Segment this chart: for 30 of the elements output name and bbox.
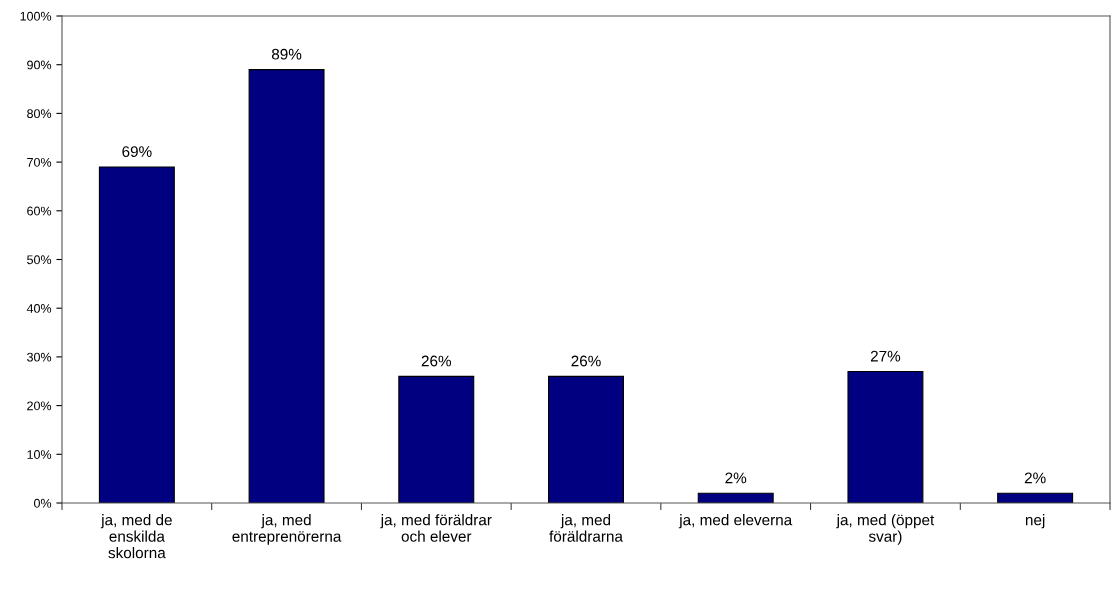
y-tick-label: 10% [27,450,52,459]
y-tick-label: 90% [27,60,52,70]
bar [398,375,475,503]
data-label: 26% [571,355,601,367]
data-label: 2% [725,472,747,484]
y-tick-label: 0% [34,498,52,508]
data-label: 89% [271,48,302,60]
data-label: 27% [870,350,901,362]
x-tick-label: ja, med föräldrar och elever [380,514,492,542]
y-tick-label: 40% [26,304,52,313]
data-label: 69% [122,146,152,158]
x-tick-label: ja, med föräldrarna [549,514,623,542]
x-tick-label: ja, med (öppet svar) [836,514,935,545]
bar [248,69,325,503]
y-tick-label: 60% [27,206,52,216]
bar [847,370,924,503]
y-tick-label: 20% [27,401,52,411]
y-tick-label: 50% [27,255,52,265]
y-tick-label: 80% [27,109,52,119]
x-tick-label: ja, med entreprenörerna [232,514,342,545]
y-tick-label: 100% [20,11,52,21]
y-tick-label: 30% [27,352,52,362]
y-tick-label: 70% [27,157,52,167]
x-tick-label: nej [1025,514,1045,529]
x-tick-label: ja, med de enskilda skolorna [100,514,172,559]
data-label: 2% [1024,472,1046,484]
bar [548,375,624,503]
x-tick-label: ja, med eleverna [678,514,793,529]
bar [98,166,175,503]
data-label: 26% [421,355,452,367]
